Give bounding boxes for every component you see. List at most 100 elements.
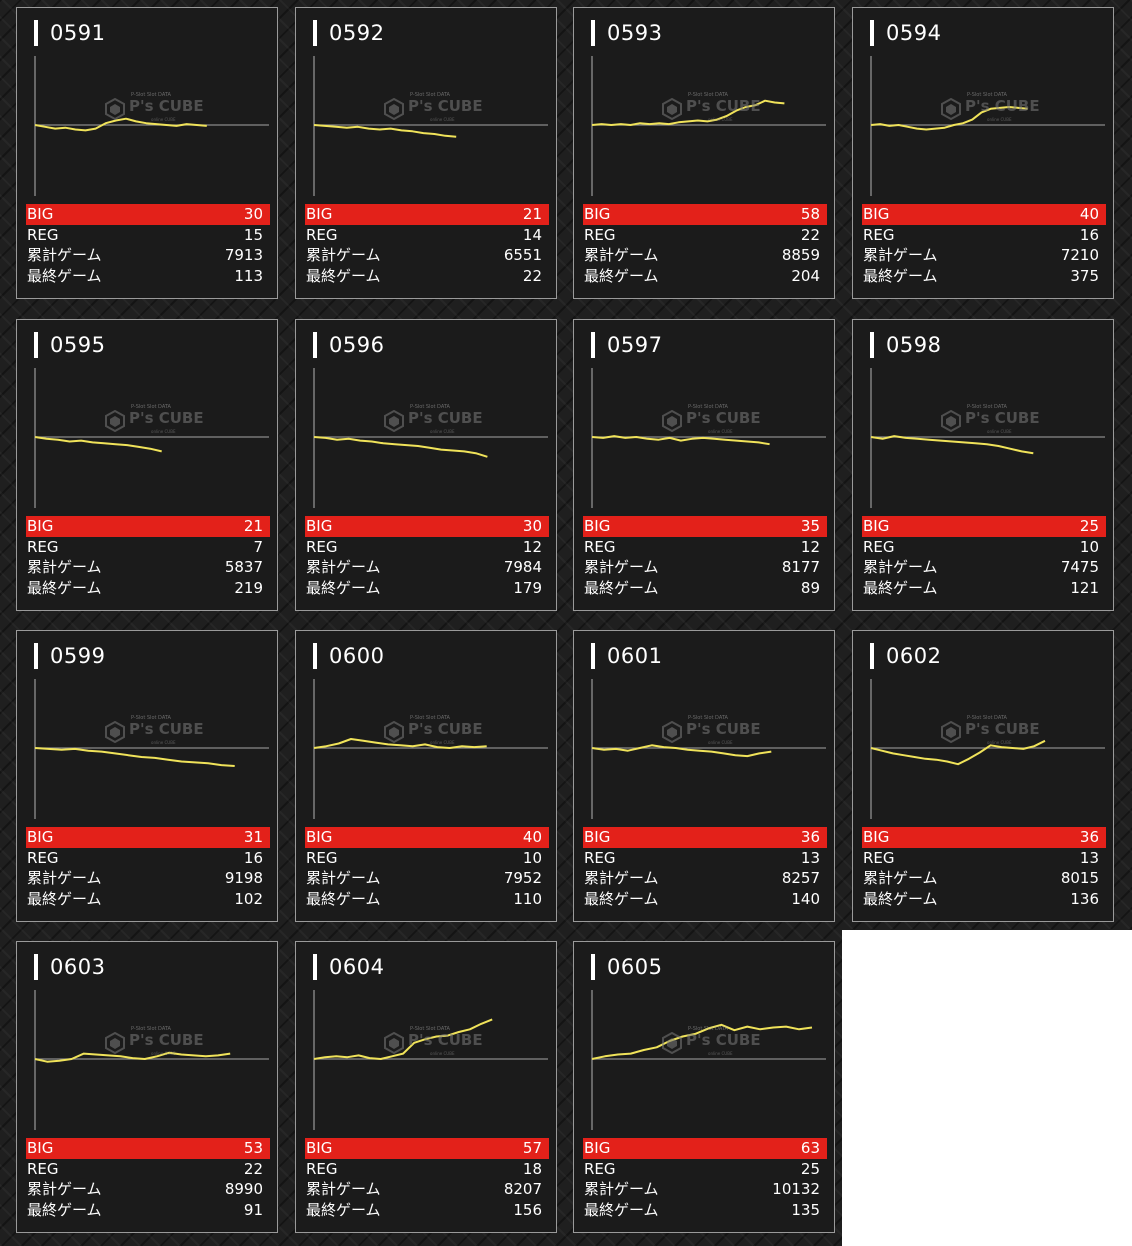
stat-row-last-games: 最終ゲーム 22 [305, 266, 549, 287]
watermark-bottom-line: online CUBE [987, 740, 1012, 745]
pscube-logo-icon [384, 98, 404, 120]
reg-value: 7 [253, 537, 263, 556]
machine-card-0600[interactable]: 0600 P-Slot Slot DATA P's CUBE online CU… [295, 630, 557, 922]
machine-card-0596[interactable]: 0596 P-Slot Slot DATA P's CUBE online CU… [295, 319, 557, 611]
stat-row-total-games: 累計ゲーム 5837 [26, 557, 270, 578]
machine-card-0605[interactable]: 0605 P-Slot Slot DATA P's CUBE online CU… [573, 941, 835, 1233]
last-games-value: 91 [243, 1200, 263, 1219]
pscube-watermark: P-Slot Slot DATA P's CUBE online CUBE [384, 1026, 484, 1066]
watermark-brand: P's CUBE [686, 409, 761, 427]
pscube-watermark: P-Slot Slot DATA P's CUBE online CUBE [941, 715, 1041, 755]
machine-card-0599[interactable]: 0599 P-Slot Slot DATA P's CUBE online CU… [16, 630, 278, 922]
pscube-watermark: P-Slot Slot DATA P's CUBE online CUBE [384, 92, 484, 132]
watermark-top-line: P-Slot Slot DATA [410, 715, 450, 721]
pscube-watermark: P-Slot Slot DATA P's CUBE online CUBE [662, 404, 762, 444]
pscube-watermark: P-Slot Slot DATA P's CUBE online CUBE [941, 404, 1041, 444]
stats-table: BIG 40 REG 16 累計ゲーム 7210 最終ゲーム 375 [862, 204, 1106, 286]
difference-graph [591, 990, 826, 1130]
total-games-label: 累計ゲーム [584, 869, 659, 887]
stat-row-big: BIG 21 [305, 204, 549, 225]
stat-row-reg: REG 10 [862, 537, 1106, 558]
machine-card-0595[interactable]: 0595 P-Slot Slot DATA P's CUBE online CU… [16, 319, 278, 611]
watermark-top-line: P-Slot Slot DATA [688, 715, 728, 721]
big-label: BIG [27, 205, 54, 223]
total-games-value: 9198 [224, 869, 263, 887]
total-games-label: 累計ゲーム [27, 246, 102, 264]
last-games-value: 110 [513, 889, 542, 908]
stat-row-reg: REG 18 [305, 1159, 549, 1180]
total-games-value: 8257 [781, 869, 820, 887]
graph-series-line [34, 117, 207, 132]
stat-row-reg: REG 15 [26, 225, 270, 246]
pscube-watermark: P-Slot Slot DATA P's CUBE online CUBE [662, 1026, 762, 1066]
pscube-watermark: P-Slot Slot DATA P's CUBE online CUBE [384, 715, 484, 755]
watermark-brand: P's CUBE [686, 1031, 761, 1049]
difference-graph [591, 368, 826, 508]
machine-card-0604[interactable]: 0604 P-Slot Slot DATA P's CUBE online CU… [295, 941, 557, 1233]
big-label: BIG [584, 828, 611, 846]
watermark-top-line: P-Slot Slot DATA [688, 92, 728, 98]
stat-row-last-games: 最終ゲーム 121 [862, 578, 1106, 599]
watermark-top-line: P-Slot Slot DATA [131, 715, 171, 721]
machine-card-0601[interactable]: 0601 P-Slot Slot DATA P's CUBE online CU… [573, 630, 835, 922]
machine-number: 0604 [313, 954, 384, 980]
big-label: BIG [863, 205, 890, 223]
machine-card-0602[interactable]: 0602 P-Slot Slot DATA P's CUBE online CU… [852, 630, 1114, 922]
last-games-value: 113 [234, 266, 263, 285]
big-label: BIG [306, 517, 333, 535]
stat-row-total-games: 累計ゲーム 8015 [862, 868, 1106, 889]
watermark-brand: P's CUBE [965, 409, 1040, 427]
total-games-value: 6551 [503, 246, 542, 264]
last-games-value: 121 [1070, 578, 1099, 597]
stats-table: BIG 21 REG 14 累計ゲーム 6551 最終ゲーム 22 [305, 204, 549, 286]
reg-label: REG [584, 537, 616, 556]
total-games-label: 累計ゲーム [27, 1180, 102, 1198]
stat-row-big: BIG 53 [26, 1138, 270, 1159]
last-games-label: 最終ゲーム [306, 889, 381, 908]
machine-card-0592[interactable]: 0592 P-Slot Slot DATA P's CUBE online CU… [295, 7, 557, 299]
big-label: BIG [584, 1139, 611, 1157]
stat-row-big: BIG 21 [26, 516, 270, 537]
stat-row-total-games: 累計ゲーム 7984 [305, 557, 549, 578]
stat-row-reg: REG 25 [583, 1159, 827, 1180]
graph-series-line [313, 124, 457, 138]
watermark-bottom-line: online CUBE [430, 117, 455, 122]
machine-card-0593[interactable]: 0593 P-Slot Slot DATA P's CUBE online CU… [573, 7, 835, 299]
stat-row-reg: REG 13 [862, 848, 1106, 869]
stat-row-big: BIG 25 [862, 516, 1106, 537]
big-label: BIG [584, 205, 611, 223]
stat-row-reg: REG 16 [26, 848, 270, 869]
machine-number: 0594 [870, 20, 941, 46]
machine-card-0603[interactable]: 0603 P-Slot Slot DATA P's CUBE online CU… [16, 941, 278, 1233]
total-games-label: 累計ゲーム [863, 869, 938, 887]
stat-row-total-games: 累計ゲーム 7210 [862, 245, 1106, 266]
stats-table: BIG 21 REG 7 累計ゲーム 5837 最終ゲーム 219 [26, 516, 270, 598]
watermark-bottom-line: online CUBE [151, 1051, 176, 1056]
machine-number: 0595 [34, 332, 105, 358]
reg-value: 16 [243, 848, 263, 867]
total-games-label: 累計ゲーム [584, 246, 659, 264]
stat-row-total-games: 累計ゲーム 6551 [305, 245, 549, 266]
reg-label: REG [306, 848, 338, 867]
pscube-logo-icon [662, 721, 682, 743]
machine-card-0594[interactable]: 0594 P-Slot Slot DATA P's CUBE online CU… [852, 7, 1114, 299]
graph-series-line [591, 435, 770, 446]
pscube-logo-icon [941, 721, 961, 743]
big-value: 40 [522, 828, 542, 846]
reg-value: 13 [800, 848, 820, 867]
machine-card-0591[interactable]: 0591 P-Slot Slot DATA P's CUBE online CU… [16, 7, 278, 299]
total-games-label: 累計ゲーム [306, 869, 381, 887]
pscube-logo-icon [105, 1032, 125, 1054]
difference-graph [34, 990, 269, 1130]
stat-row-total-games: 累計ゲーム 8257 [583, 868, 827, 889]
watermark-top-line: P-Slot Slot DATA [967, 715, 1007, 721]
machine-card-0598[interactable]: 0598 P-Slot Slot DATA P's CUBE online CU… [852, 319, 1114, 611]
pscube-watermark: P-Slot Slot DATA P's CUBE online CUBE [105, 92, 205, 132]
big-label: BIG [863, 828, 890, 846]
last-games-value: 89 [800, 578, 820, 597]
stat-row-reg: REG 22 [26, 1159, 270, 1180]
machine-card-0597[interactable]: 0597 P-Slot Slot DATA P's CUBE online CU… [573, 319, 835, 611]
graph-series-line [313, 738, 487, 749]
machine-number: 0596 [313, 332, 384, 358]
